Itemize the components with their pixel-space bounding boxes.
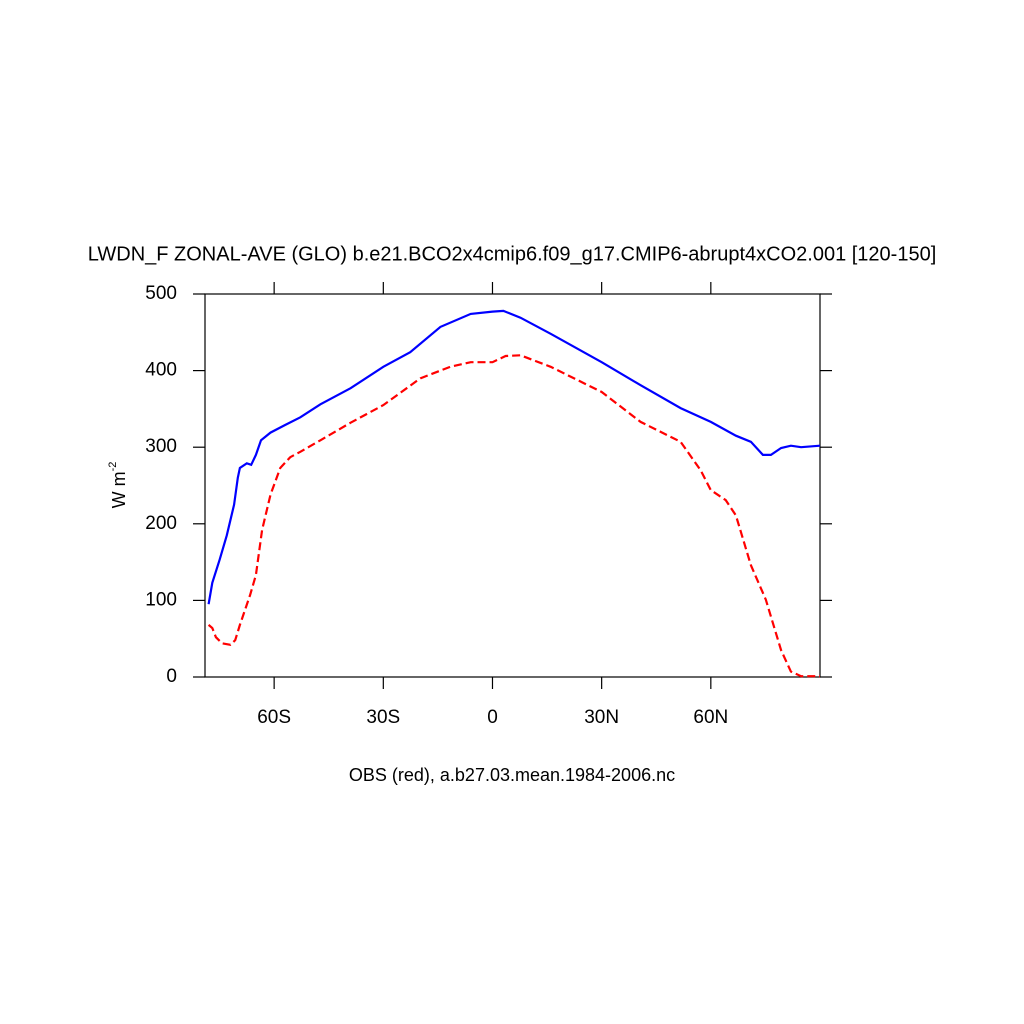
y-tick-label: 100 [145, 589, 177, 610]
y-axis-label: W m-2 [107, 462, 129, 509]
x-tick-label: 60S [257, 707, 291, 728]
x-tick-label: 60N [693, 707, 728, 728]
x-tick-label: 30S [366, 707, 400, 728]
x-tick-label: 0 [487, 707, 498, 728]
chart-title: LWDN_F ZONAL-AVE (GLO) b.e21.BCO2x4cmip6… [88, 243, 937, 265]
y-tick-label: 500 [145, 283, 177, 304]
y-tick-label: 300 [145, 436, 177, 457]
footer: OBS (red), a.b27.03.mean.1984-2006.nc [349, 765, 675, 785]
y-tick-label: 0 [166, 666, 177, 687]
y-label-base: W m [109, 471, 129, 508]
series-line [207, 309, 821, 605]
y-label-sup: -2 [107, 462, 119, 472]
y-tick-label: 200 [145, 513, 177, 534]
plot-frame [204, 293, 821, 678]
series-line [207, 354, 820, 678]
x-tick-label: 30N [584, 707, 619, 728]
y-tick-label: 400 [145, 360, 177, 381]
